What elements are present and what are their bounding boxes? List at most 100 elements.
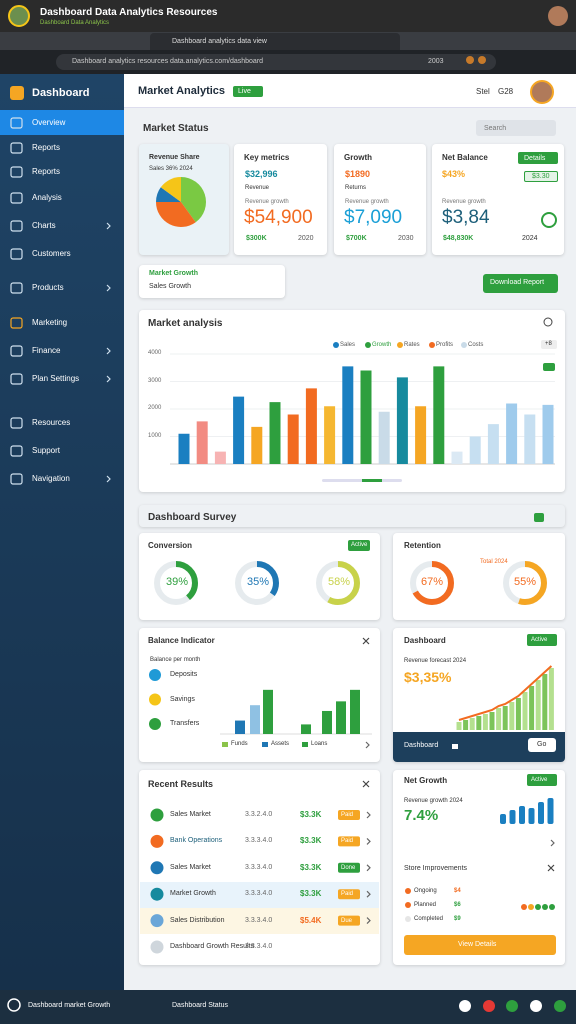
- bar: [535, 680, 541, 730]
- avatar[interactable]: [548, 6, 568, 26]
- item-text[interactable]: Charts: [32, 221, 56, 230]
- chip: [541, 340, 557, 349]
- id: 3.3.3.4.0: [245, 890, 273, 898]
- left: Dashboard market Growth: [28, 1002, 111, 1009]
- label: Sales Growth: [149, 283, 192, 290]
- nav-icon: [10, 192, 23, 204]
- url[interactable]: Dashboard analytics resources data.analy…: [72, 58, 264, 65]
- row-icon: [150, 834, 164, 848]
- bar: [287, 414, 299, 464]
- label: 35%: [247, 576, 270, 588]
- chevron: [366, 917, 371, 925]
- id: 3.3.3.4.0: [245, 943, 273, 950]
- item-text[interactable]: Resources: [32, 418, 71, 427]
- bar: [196, 421, 208, 464]
- code: G28: [498, 87, 514, 96]
- item-text[interactable]: Marketing: [32, 318, 68, 327]
- bar: [342, 366, 354, 464]
- avatar[interactable]: [530, 80, 554, 104]
- item-text[interactable]: Products: [32, 283, 64, 292]
- status-badge: [338, 889, 360, 900]
- id: 3.3.3.4.0: [245, 916, 273, 924]
- bar: [522, 692, 528, 730]
- title: Retention: [404, 541, 441, 550]
- button[interactable]: [483, 274, 558, 293]
- legend-text[interactable]: Costs: [468, 342, 484, 348]
- item-text[interactable]: Customers: [32, 249, 71, 258]
- legend-text[interactable]: Growth: [372, 342, 392, 348]
- search-box[interactable]: [476, 120, 556, 136]
- title: Market analysis: [148, 318, 223, 329]
- bar: [235, 720, 245, 734]
- bar: [305, 388, 317, 464]
- icon: [452, 744, 458, 749]
- button[interactable]: [404, 935, 556, 955]
- id: 3.3.2.4.0: [245, 811, 273, 818]
- badge: Details: [524, 155, 546, 162]
- zoom: 2003: [428, 58, 444, 65]
- center: Dashboard Status: [172, 1002, 229, 1009]
- close-icon: [547, 864, 555, 872]
- button[interactable]: Go: [537, 741, 547, 748]
- label: $43%: [442, 169, 466, 179]
- chevron: [366, 837, 371, 845]
- bar: [233, 396, 245, 464]
- bar: [250, 705, 260, 734]
- item-text[interactable]: Reports: [32, 167, 61, 176]
- legend-text[interactable]: Rates: [404, 342, 420, 348]
- scroll: [362, 479, 382, 482]
- avatar: [8, 5, 30, 27]
- item-text[interactable]: Plan Settings: [32, 374, 80, 383]
- card: [393, 533, 565, 620]
- label: 58%: [328, 576, 351, 588]
- dot: [535, 904, 541, 910]
- dot: [528, 904, 534, 910]
- item-text[interactable]: Overview: [32, 118, 66, 127]
- bar: [476, 716, 482, 730]
- ytick-text: 4000: [148, 350, 162, 356]
- bar: [548, 668, 554, 730]
- value: $3,84: [442, 207, 490, 228]
- nav-icon: [10, 473, 23, 485]
- button[interactable]: [528, 738, 556, 752]
- chevron: [550, 839, 555, 847]
- item-text[interactable]: Finance: [32, 346, 61, 355]
- item-text[interactable]: Reports: [32, 143, 61, 152]
- item-text[interactable]: Support: [32, 446, 61, 455]
- value: 7.4%: [404, 807, 439, 824]
- bar: [509, 702, 515, 730]
- item-text[interactable]: Analysis: [32, 193, 62, 202]
- card: [393, 770, 565, 965]
- chevron: [106, 222, 111, 230]
- tab[interactable]: [150, 33, 400, 50]
- button[interactable]: View Details: [458, 941, 497, 948]
- search[interactable]: Search: [484, 125, 507, 132]
- tab[interactable]: Dashboard analytics data view: [172, 38, 267, 45]
- name: Sales Market: [170, 863, 211, 871]
- bar: [350, 689, 360, 734]
- url-field[interactable]: [56, 54, 496, 70]
- bar: [528, 808, 535, 824]
- item-text[interactable]: Navigation: [32, 474, 70, 483]
- bar: [469, 718, 475, 730]
- foot-text: 2024: [522, 235, 538, 242]
- foot-text: 2020: [298, 235, 314, 242]
- list-icon: [149, 669, 161, 681]
- badge: Paid: [341, 812, 354, 818]
- chip: [524, 171, 558, 182]
- legend-dot: [405, 888, 411, 894]
- chevron: [366, 890, 371, 898]
- header-icon: [478, 56, 486, 64]
- download[interactable]: Download Report: [490, 279, 545, 286]
- row-icon: [150, 940, 164, 954]
- title: Net Growth: [404, 776, 448, 785]
- legend-text[interactable]: Sales: [340, 342, 356, 348]
- status-badge: [338, 862, 360, 873]
- value: $3,35%: [404, 669, 452, 685]
- legend-text[interactable]: Profits: [436, 342, 454, 348]
- legend-text: Funds: [231, 741, 248, 747]
- legend-dot: [333, 342, 339, 348]
- legend-swatch: [222, 742, 228, 747]
